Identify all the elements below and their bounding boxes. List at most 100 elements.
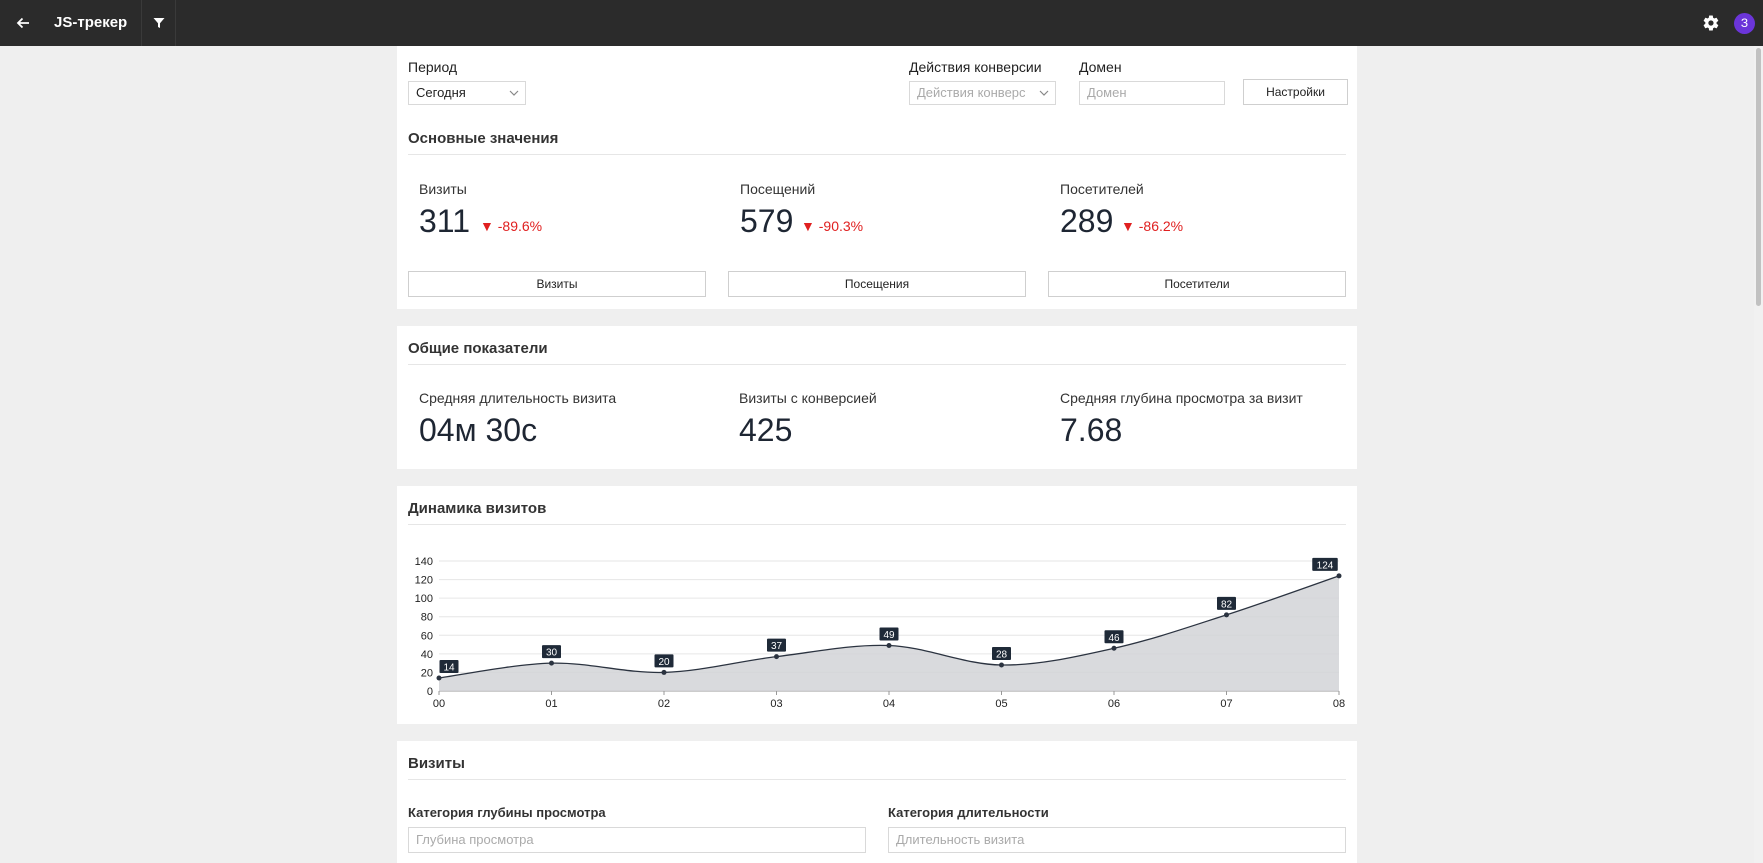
y-tick-label: 60: [421, 630, 433, 642]
x-tick-label: 03: [770, 698, 782, 710]
section-title-main-values: Основные значения: [408, 130, 559, 147]
data-point: [436, 675, 442, 681]
data-label-bg: [767, 638, 786, 652]
avatar[interactable]: З: [1734, 12, 1755, 34]
metric-delta-visits: ▼ -89.6%: [480, 218, 542, 234]
data-point: [549, 660, 554, 666]
data-label: 20: [658, 657, 670, 668]
data-label: 28: [996, 650, 1008, 661]
metric-value-visits: 311: [419, 203, 471, 239]
area-fill: [439, 575, 1339, 691]
divider: [408, 364, 1346, 365]
triangle-down-icon: ▼: [480, 218, 494, 234]
y-tick-label: 120: [415, 575, 433, 587]
triangle-down-icon: ▼: [801, 218, 815, 234]
data-point: [1336, 573, 1342, 579]
x-tick-label: 06: [1108, 698, 1120, 710]
settings-button[interactable]: Настройки: [1243, 79, 1348, 105]
metric-label-pageviews: Посещений: [740, 181, 816, 197]
divider: [408, 779, 1346, 780]
section-title-general: Общие показатели: [408, 340, 548, 357]
filter-button[interactable]: [142, 0, 177, 46]
y-tick-label: 80: [421, 612, 433, 624]
period-label: Период: [408, 59, 458, 75]
data-point: [999, 662, 1004, 668]
data-label-bg: [542, 645, 561, 659]
scrollbar[interactable]: [1754, 46, 1763, 863]
depth-category-label: Категория глубины просмотра: [408, 805, 606, 820]
period-select[interactable]: Сегодня: [408, 81, 526, 105]
general-metrics-panel: Общие показатели Средняя длительность ви…: [397, 326, 1357, 469]
visits-area-chart: 0 20 40 60 80 100 120 140 00 01 02 03 04 05 06 07 08 14 30…: [415, 556, 1345, 710]
section-title-visits: Визиты: [408, 755, 465, 772]
duration-placeholder: Длительность визита: [896, 832, 1025, 847]
data-label-bg: [1104, 630, 1124, 644]
data-point: [886, 643, 892, 648]
x-tick-label: 05: [995, 698, 1007, 710]
x-tick-label: 07: [1220, 698, 1232, 710]
gear-icon[interactable]: [1702, 14, 1720, 32]
visits-panel: Визиты Категория глубины просмотра Глуби…: [397, 741, 1357, 863]
visits-chart-panel: Динамика визитов 0 20 40 60 80 100 120 140 00 01 0…: [397, 486, 1357, 724]
metric-label-avg-depth: Средняя глубина просмотра за визит: [1060, 390, 1303, 406]
delta-value: -90.3%: [818, 218, 864, 234]
duration-category-input[interactable]: Длительность визита: [888, 827, 1346, 853]
conversion-label: Действия конверсии: [909, 59, 1042, 75]
top-bar: JS-трекер З: [0, 0, 1763, 46]
data-label: 14: [443, 663, 455, 674]
duration-category-label: Категория длительности: [888, 805, 1049, 820]
data-point: [1224, 612, 1229, 618]
data-label-bg: [439, 660, 459, 673]
conversion-select[interactable]: Действия конверс: [909, 81, 1056, 105]
metric-value-avg-depth: 7.68: [1060, 412, 1123, 448]
y-tick-label: 40: [421, 649, 433, 661]
x-tick-label: 01: [545, 698, 557, 710]
x-tick-label: 00: [433, 698, 445, 710]
x-tick-label: 04: [883, 698, 895, 710]
pageviews-button[interactable]: Посещения: [728, 271, 1026, 297]
divider: [408, 524, 1346, 525]
depth-placeholder: Глубина просмотра: [416, 832, 534, 847]
scrollbar-thumb[interactable]: [1756, 48, 1761, 306]
filter-icon: [153, 18, 165, 28]
triangle-down-icon: ▼: [1121, 218, 1135, 234]
data-point: [774, 654, 779, 660]
x-tick-label: 08: [1333, 698, 1345, 710]
metric-label-visitors: Посетителей: [1060, 181, 1144, 197]
metric-label-avg-duration: Средняя длительность визита: [419, 390, 617, 406]
data-label: 30: [546, 648, 558, 659]
data-label-bg: [992, 647, 1011, 660]
y-tick-label: 20: [421, 667, 433, 679]
metric-value-conversion-visits: 425: [739, 412, 793, 448]
depth-category-input[interactable]: Глубина просмотра: [408, 827, 866, 853]
chevron-down-icon: [509, 90, 519, 96]
divider: [408, 154, 1346, 155]
visits-button[interactable]: Визиты: [408, 271, 706, 297]
delta-value: -86.2%: [1138, 218, 1184, 234]
y-tick-label: 100: [415, 593, 433, 605]
metric-value-pageviews: 579: [740, 203, 794, 239]
data-label: 46: [1108, 633, 1120, 644]
y-tick-label: 0: [427, 686, 433, 698]
metric-value-avg-duration: 04м 30с: [419, 412, 538, 448]
data-label-bg: [654, 654, 674, 668]
data-label: 82: [1221, 599, 1233, 610]
metric-label-visits: Визиты: [419, 181, 467, 197]
data-label: 49: [883, 630, 895, 641]
back-button[interactable]: [0, 0, 46, 46]
chevron-down-icon: [1039, 90, 1049, 96]
main-values-panel: Период Сегодня Действия конверсии Действ…: [397, 46, 1357, 309]
metric-delta-pageviews: ▼ -90.3%: [801, 218, 863, 234]
domain-input[interactable]: Домен: [1079, 81, 1225, 105]
y-tick-label: 140: [415, 556, 433, 568]
arrow-left-icon: [16, 17, 29, 29]
x-tick-label: 02: [658, 698, 670, 710]
domain-placeholder: Домен: [1087, 85, 1127, 100]
metric-label-conversion-visits: Визиты с конверсией: [739, 390, 877, 406]
visitors-button[interactable]: Посетители: [1048, 271, 1346, 297]
data-point: [661, 669, 667, 675]
domain-label: Домен: [1079, 59, 1122, 75]
conversion-placeholder: Действия конверс: [917, 85, 1026, 100]
data-label: 37: [771, 641, 783, 652]
data-label-bg: [1217, 596, 1236, 610]
